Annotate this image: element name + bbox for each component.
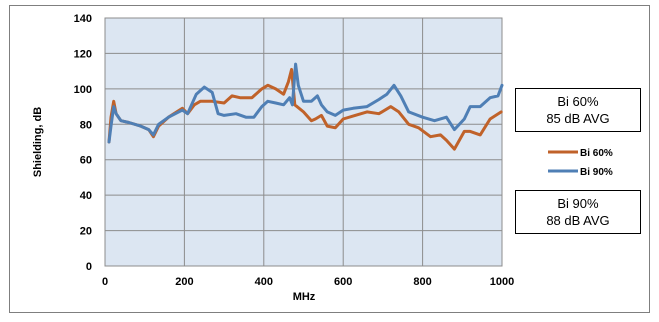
y-tick-label: 40 bbox=[80, 190, 92, 202]
x-tick-label: 1000 bbox=[490, 276, 514, 288]
plot-area bbox=[104, 17, 503, 267]
legend-label-bi90: Bi 90% bbox=[580, 167, 613, 178]
y-axis-title: Shielding, dB bbox=[32, 107, 44, 177]
annotation-bi90-value: 88 dB AVG bbox=[546, 213, 610, 228]
x-tick-label: 200 bbox=[175, 276, 193, 288]
y-tick-label: 140 bbox=[74, 13, 92, 25]
x-axis-title: MHz bbox=[293, 291, 316, 303]
grid-lines bbox=[104, 17, 503, 267]
annotation-bi90-title: Bi 90% bbox=[557, 196, 599, 211]
x-tick-label: 400 bbox=[255, 276, 273, 288]
y-axis-ticks: 0 20 40 60 80 100 120 140 bbox=[74, 13, 92, 273]
y-tick-label: 120 bbox=[74, 48, 92, 60]
annotation-bi60-value: 85 dB AVG bbox=[546, 111, 610, 126]
y-tick-label: 60 bbox=[80, 155, 92, 167]
x-tick-label: 0 bbox=[102, 276, 108, 288]
legend: Bi 60% Bi 90% bbox=[548, 148, 613, 178]
y-tick-label: 100 bbox=[74, 84, 92, 96]
series-layer bbox=[107, 62, 504, 151]
x-tick-label: 600 bbox=[334, 276, 352, 288]
y-tick-label: 80 bbox=[80, 119, 92, 131]
x-tick-label: 800 bbox=[413, 276, 431, 288]
x-axis-ticks: 0 200 400 600 800 1000 bbox=[102, 276, 514, 288]
annotation-bi60-title: Bi 60% bbox=[557, 94, 599, 109]
series-line-bi90 bbox=[107, 62, 504, 144]
annotation-bi90-average: Bi 90% 88 dB AVG bbox=[515, 190, 641, 234]
y-tick-label: 20 bbox=[80, 226, 92, 238]
annotation-bi60-average: Bi 60% 85 dB AVG bbox=[515, 88, 641, 132]
y-tick-label: 0 bbox=[86, 261, 92, 273]
legend-label-bi60: Bi 60% bbox=[580, 148, 613, 159]
